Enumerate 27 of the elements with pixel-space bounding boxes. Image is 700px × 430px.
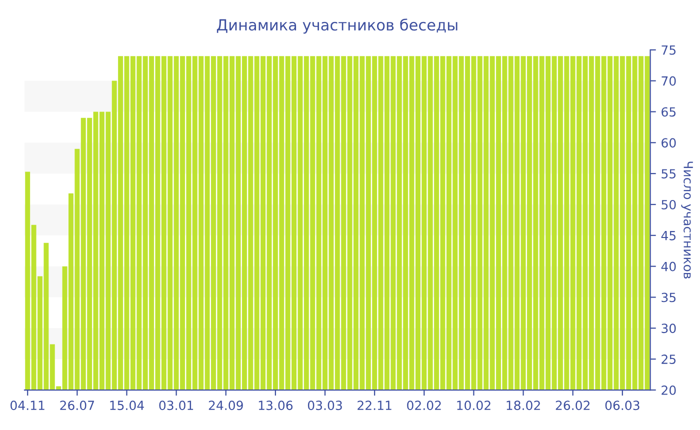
chart-title: Динамика участников беседы xyxy=(216,18,458,34)
x-tick-label: 22.11 xyxy=(358,400,392,410)
y-tick-label: 50 xyxy=(662,200,676,210)
x-tick-label: 03.03 xyxy=(308,400,342,410)
x-tick-label: 10.02 xyxy=(457,400,490,410)
y-tick-label: 55 xyxy=(662,169,676,178)
x-tick-label: 03.01 xyxy=(159,400,194,410)
y-tick-label: 35 xyxy=(662,292,676,302)
x-tick-label: 13.06 xyxy=(258,400,293,410)
x-tick-label: 18.02 xyxy=(506,400,540,410)
x-tick-label: 02.02 xyxy=(407,400,441,410)
x-tick-label: 26.07 xyxy=(60,400,94,410)
y-tick-label: 60 xyxy=(662,138,676,148)
x-tick-label: 15.04 xyxy=(110,400,144,410)
x-tick-label: 24.09 xyxy=(208,400,243,410)
x-tick-label: 06.03 xyxy=(605,400,640,410)
y-tick-label: 25 xyxy=(662,354,676,364)
y-tick-label: 30 xyxy=(662,324,676,334)
y-tick-label: 65 xyxy=(662,107,676,117)
x-tick-label: 26.02 xyxy=(556,400,590,410)
y-tick-label: 45 xyxy=(661,231,676,240)
y-tick-label: 70 xyxy=(662,76,676,86)
y-tick-label: 40 xyxy=(661,262,676,272)
y-tick-label: 75 xyxy=(662,46,676,55)
y-axis-title: Число участников xyxy=(681,162,693,279)
x-tick-label: 04.11 xyxy=(10,400,44,410)
y-tick-label: 20 xyxy=(662,385,676,395)
